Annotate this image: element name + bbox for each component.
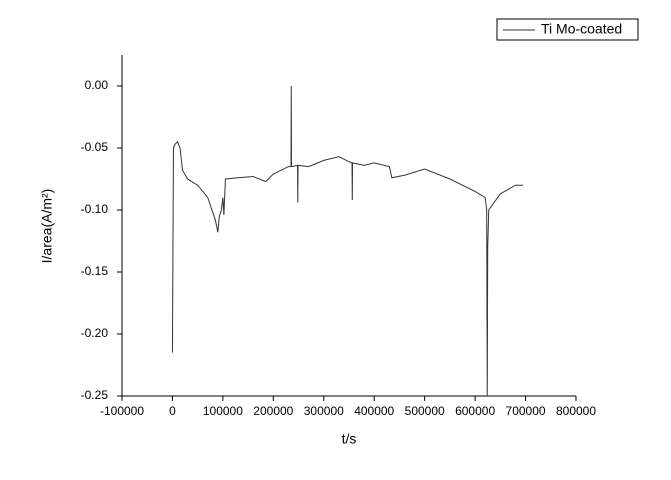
x-tick-label: -100000 — [100, 404, 144, 418]
x-tick-label: 400000 — [354, 404, 394, 418]
x-tick-label: 200000 — [253, 404, 293, 418]
y-tick-label: -0.20 — [81, 326, 109, 340]
x-tick-label: 0 — [169, 404, 176, 418]
legend-box — [496, 18, 639, 41]
x-tick-label: 600000 — [455, 404, 495, 418]
y-tick-label: -0.25 — [81, 388, 109, 402]
y-tick-label: -0.15 — [81, 264, 109, 278]
legend-label: Ti Mo-coated — [541, 21, 622, 37]
y-tick-label: -0.10 — [81, 202, 109, 216]
data-line — [171, 85, 524, 397]
x-tick-label: 500000 — [405, 404, 445, 418]
y-tick-label: 0.00 — [85, 78, 109, 92]
x-tick-label: 700000 — [506, 404, 546, 418]
y-tick-label: -0.05 — [81, 140, 109, 154]
x-axis-title: t/s — [342, 431, 357, 447]
x-tick-label: 100000 — [203, 404, 243, 418]
x-tick-label: 800000 — [556, 404, 596, 418]
x-tick-label: 300000 — [304, 404, 344, 418]
y-axis-title: I/area(A/m²) — [39, 189, 55, 264]
